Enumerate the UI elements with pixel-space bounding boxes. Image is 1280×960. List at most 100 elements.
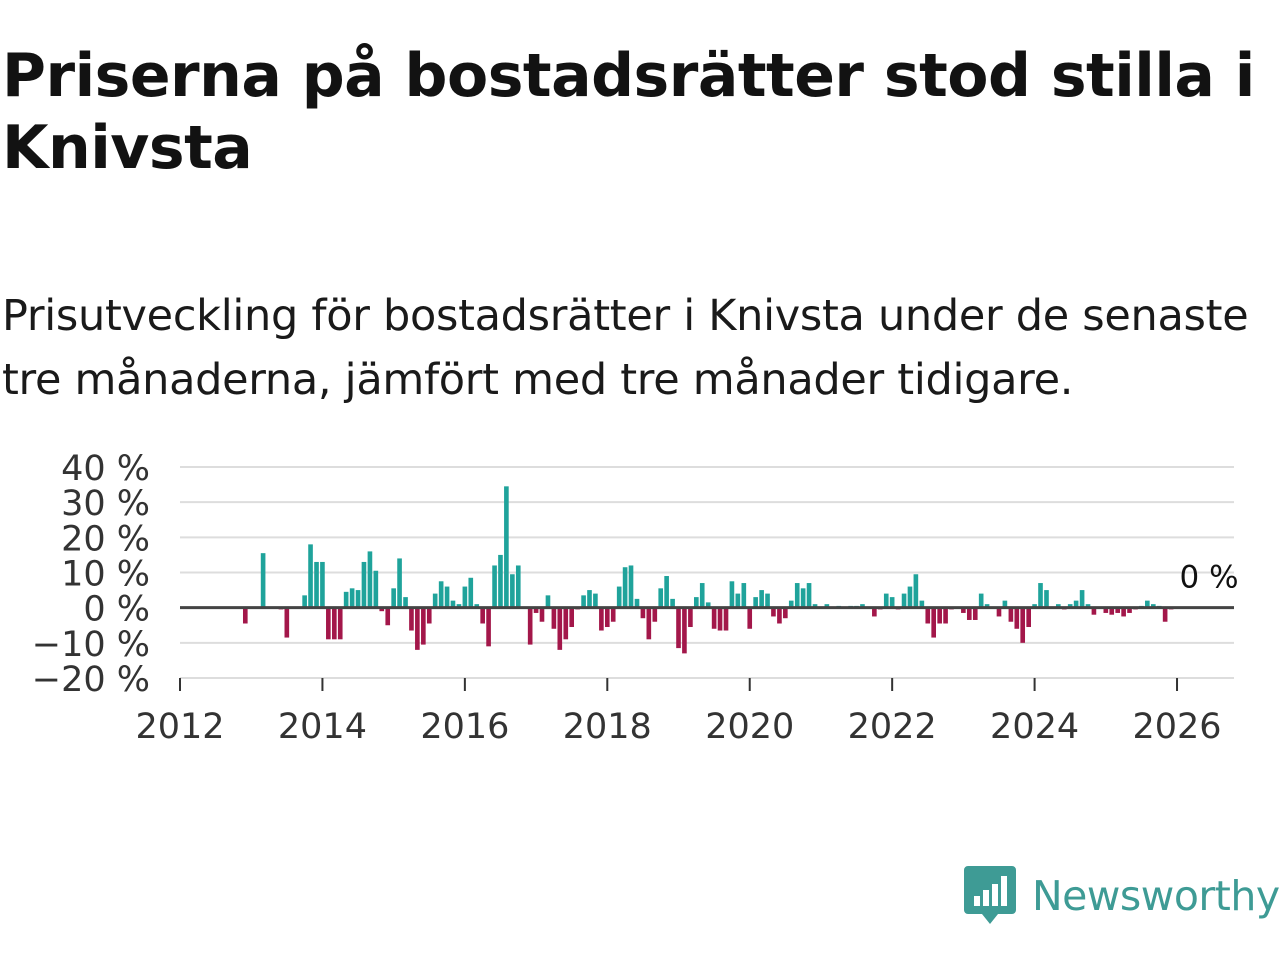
bar-negative <box>242 607 248 624</box>
bar-negative <box>966 607 972 620</box>
bar-negative <box>610 607 616 622</box>
grid-lines <box>180 466 1234 679</box>
bar-negative <box>931 607 936 638</box>
bar-positive <box>616 586 622 608</box>
bar-negative <box>783 607 788 619</box>
bar-negative <box>1127 607 1132 613</box>
bar-negative <box>284 607 290 638</box>
y-tick-label: 20 % <box>61 519 150 559</box>
bar-positive <box>1067 604 1073 608</box>
bar-positive <box>699 583 705 608</box>
bar-positive <box>889 597 895 608</box>
chart-title: Priserna på bostadsrätter stod stilla i … <box>2 41 1255 183</box>
bar-positive <box>444 586 450 608</box>
bar-negative <box>551 607 557 629</box>
bar-positive <box>658 588 664 608</box>
bar-positive <box>545 595 551 608</box>
bar-series <box>242 486 1174 654</box>
bar-positive <box>1032 604 1037 608</box>
x-tick-label: 2018 <box>563 707 652 747</box>
x-tick-label: 2020 <box>705 707 794 747</box>
bar-positive <box>302 595 307 608</box>
bar-negative <box>1026 607 1031 628</box>
bar-negative <box>717 607 723 631</box>
bar-positive <box>450 600 456 608</box>
annotations: 0 % <box>1180 560 1239 596</box>
bar-negative <box>409 607 414 631</box>
bar-negative <box>326 607 331 640</box>
bar-negative <box>943 607 948 624</box>
bar-positive <box>438 581 444 608</box>
bar-negative <box>996 607 1002 617</box>
bar-positive <box>824 604 830 608</box>
bar-positive <box>1038 583 1043 608</box>
y-tick-label: 40 % <box>61 449 150 489</box>
bar-negative <box>563 607 569 640</box>
y-tick-label: −10 % <box>32 625 150 665</box>
y-tick-label: 0 % <box>83 590 150 630</box>
bar-positive <box>860 604 865 608</box>
bar-positive <box>492 565 497 608</box>
bar-negative <box>1115 607 1121 613</box>
bar-positive <box>1002 600 1008 608</box>
bar-positive <box>765 593 770 608</box>
bar-negative <box>676 607 681 649</box>
bar-positive <box>515 565 521 608</box>
bar-positive <box>1079 590 1085 608</box>
bar-negative <box>379 607 385 612</box>
last-value-label: 0 % <box>1180 560 1239 596</box>
bar-positive <box>741 583 747 608</box>
bar-positive <box>1073 600 1079 608</box>
bar-positive <box>794 583 800 608</box>
bar-negative <box>533 607 539 613</box>
bar-positive <box>788 600 794 608</box>
bar-positive <box>919 600 925 608</box>
bar-positive <box>367 551 373 608</box>
bar-negative <box>421 607 426 645</box>
bar-positive <box>622 567 628 608</box>
bar-positive <box>403 597 408 608</box>
bar-negative <box>527 607 533 645</box>
bar-positive <box>1044 590 1049 608</box>
x-axis-ticks: 2012 2014 2016 2018 2020 2022 2024 2026 <box>135 678 1222 747</box>
x-tick-label: 2024 <box>990 707 1079 747</box>
bar-negative <box>1091 607 1097 615</box>
bar-negative <box>1162 607 1168 622</box>
bar-negative <box>480 607 485 624</box>
bar-negative <box>872 607 877 617</box>
bar-positive <box>355 590 361 608</box>
bar-positive <box>397 558 402 608</box>
bar-positive <box>391 588 396 608</box>
bar-positive <box>705 602 711 608</box>
bar-positive <box>806 583 812 608</box>
bar-negative <box>937 607 942 624</box>
bar-positive <box>320 561 325 608</box>
bar-negative <box>599 607 604 631</box>
bar-negative <box>747 607 753 629</box>
bar-positive <box>978 593 984 608</box>
bar-positive <box>349 588 355 608</box>
bar-negative <box>1020 607 1026 643</box>
bar-negative <box>539 607 545 622</box>
bar-negative <box>426 607 432 624</box>
bar-negative <box>486 607 491 647</box>
bar-negative <box>385 607 391 626</box>
bar-positive <box>664 576 669 608</box>
bar-positive <box>581 595 586 608</box>
bar-negative <box>925 607 931 624</box>
bar-positive <box>753 597 758 608</box>
bar-positive <box>361 561 367 608</box>
newsworthy-logo-icon <box>964 866 1016 924</box>
bar-positive <box>510 574 515 608</box>
bar-negative <box>688 607 693 628</box>
bar-positive <box>694 597 699 608</box>
bar-positive <box>432 593 438 608</box>
bar-positive <box>373 570 379 608</box>
bar-negative <box>604 607 610 628</box>
chart-subtitle: Prisutveckling för bostadsrätter i Knivs… <box>2 291 1249 405</box>
bar-positive <box>498 554 503 608</box>
x-tick-label: 2022 <box>848 707 937 747</box>
bar-negative <box>640 607 646 619</box>
bar-positive <box>456 604 462 608</box>
x-tick-label: 2016 <box>420 707 509 747</box>
